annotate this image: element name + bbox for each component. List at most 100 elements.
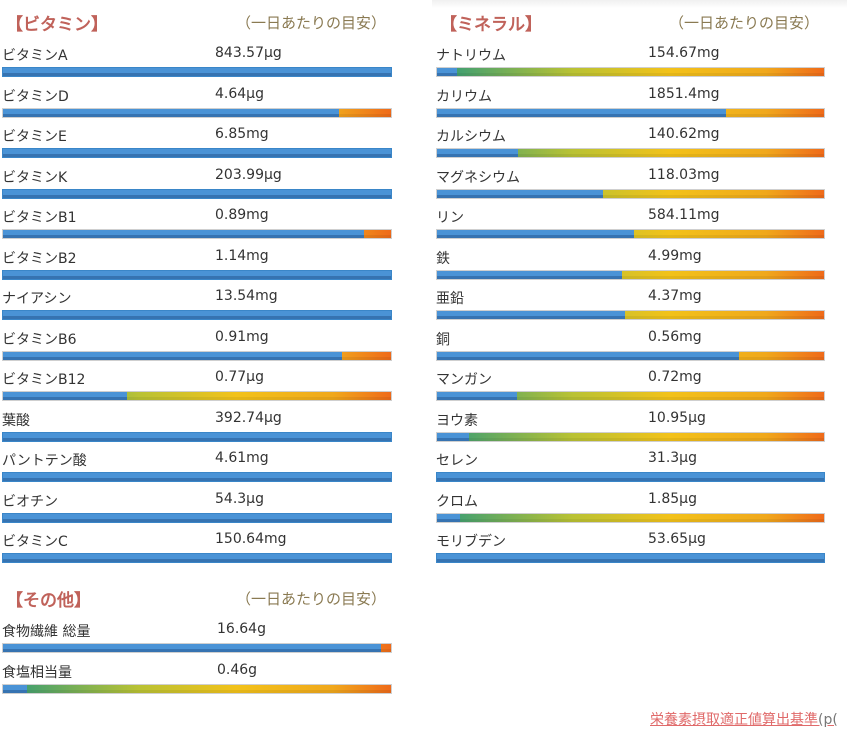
nutrient-name: モリブデン — [436, 534, 506, 550]
nutrient-name: セレン — [436, 453, 478, 469]
nutrient-row: ビタミンE 6.85mg — [0, 117, 394, 158]
nutrient-value: 0.56mg — [648, 328, 702, 345]
nutrient-progress-bar — [2, 310, 392, 320]
nutrient-value: 53.65μg — [648, 531, 706, 547]
nutrient-progress-fill — [437, 108, 726, 117]
nutrient-value: 584.11mg — [648, 207, 720, 223]
nutrient-name: ナイアシン — [2, 291, 72, 307]
nutrient-progress-bar — [2, 391, 392, 401]
nutrient-name: ビオチン — [2, 493, 58, 510]
nutrient-progress-bar — [436, 553, 825, 563]
nutrient-row: ビタミンB1 0.89mg — [0, 198, 394, 239]
nutrient-progress-fill — [437, 311, 626, 319]
nutrient-progress-bar — [436, 391, 825, 401]
nutrient-value: 4.99mg — [648, 247, 702, 264]
nutrient-value: 10.95μg — [648, 409, 706, 426]
nutrient-row: ビタミンC 150.64mg — [0, 522, 394, 563]
nutrient-value: 150.64mg — [215, 531, 287, 547]
nutrient-name: ビタミンA — [2, 48, 68, 64]
minerals-section: 【ミネラル】 （一日あたりの目安） ナトリウム 154.67mg カリウム 1851.… — [434, 0, 827, 563]
nutrient-progress-fill — [3, 554, 391, 562]
nutrient-progress-fill — [3, 684, 28, 693]
nutrient-name: ヨウ素 — [436, 412, 478, 429]
nutrient-progress-fill — [437, 68, 458, 76]
nutrient-row: パントテン酸 4.61mg — [0, 441, 394, 482]
vitamins-title: 【ビタミン】 — [6, 15, 108, 35]
nutrient-progress-fill — [437, 230, 635, 238]
nutrient-value: 0.89mg — [215, 207, 269, 223]
nutrient-progress-fill — [3, 513, 391, 522]
nutrient-progress-bar — [2, 643, 392, 653]
nutrient-value: 4.64μg — [215, 85, 264, 102]
top-fade — [432, 0, 847, 8]
nutrient-name: 食物繊維 総量 — [2, 624, 91, 640]
nutrient-progress-bar — [2, 472, 392, 482]
nutrient-value: 16.64g — [217, 621, 266, 637]
nutrient-value: 54.3μg — [215, 490, 264, 507]
nutrient-name: ビタミンE — [2, 129, 67, 145]
nutrient-progress-fill — [437, 189, 604, 198]
nutrient-progress-bar — [2, 431, 392, 442]
nutrient-value: 13.54mg — [215, 288, 278, 304]
others-section: 【その他】 （一日あたりの目安） 食物繊維 総量 16.64g 食塩相当量 0.46g — [0, 576, 394, 694]
nutrient-progress-bar — [436, 310, 825, 320]
nutrient-row: ビタミンD 4.64μg — [0, 77, 394, 118]
nutrient-progress-fill — [3, 149, 391, 157]
nutrient-name: ビタミンD — [2, 88, 69, 105]
vitamins-header: 【ビタミン】 （一日あたりの目安） — [0, 0, 394, 36]
nutrient-progress-bar — [2, 553, 392, 563]
nutrient-row: ヨウ素 10.95μg — [434, 401, 827, 442]
nutrient-row: 食塩相当量 0.46g — [0, 653, 394, 694]
nutrient-progress-fill — [437, 554, 824, 562]
others-title: 【その他】 — [6, 591, 91, 611]
nutrient-name: ナトリウム — [436, 48, 506, 64]
nutrient-name: マンガン — [436, 372, 492, 388]
nutrient-name: ビタミンB2 — [2, 250, 77, 267]
nutrient-name: ビタミンC — [2, 534, 68, 550]
nutrient-progress-fill — [437, 432, 469, 441]
nutrient-progress-bar — [2, 107, 392, 118]
nutrient-value: 0.46g — [217, 661, 258, 678]
nutrient-progress-fill — [3, 351, 343, 360]
nutrient-progress-bar — [2, 148, 392, 158]
criteria-link[interactable]: 栄養素摂取適正値算出基準(p( — [650, 709, 838, 729]
nutrient-progress-fill — [3, 189, 391, 198]
others-list: 食物繊維 総量 16.64g 食塩相当量 0.46g — [0, 612, 394, 694]
nutrient-name: パントテン酸 — [2, 453, 87, 469]
nutrient-progress-bar — [2, 67, 392, 77]
nutrient-progress-fill — [437, 473, 824, 481]
nutrient-progress-fill — [3, 644, 382, 652]
nutrient-row: カルシウム 140.62mg — [434, 117, 827, 158]
nutrient-progress-fill — [3, 68, 391, 76]
nutrient-progress-bar — [436, 431, 825, 442]
criteria-link-tail: (p( — [818, 712, 838, 728]
nutrient-value: 203.99μg — [215, 166, 282, 183]
nutrient-row: セレン 31.3μg — [434, 441, 827, 482]
nutrient-progress-fill — [3, 108, 339, 117]
vitamins-section: 【ビタミン】 （一日あたりの目安） ビタミンA 843.57μg ビタミンD 4.64… — [0, 0, 394, 563]
nutrient-name: ビタミンB6 — [2, 331, 77, 348]
nutrient-row: ビタミンB2 1.14mg — [0, 239, 394, 280]
nutrient-name: ビタミンB12 — [2, 372, 86, 388]
nutrient-row: ビタミンK 203.99μg — [0, 158, 394, 199]
nutrient-name: リン — [436, 210, 464, 226]
nutrient-progress-fill — [437, 513, 461, 522]
nutrient-name: 銅 — [436, 331, 450, 348]
minerals-list: ナトリウム 154.67mg カリウム 1851.4mg カルシウム 140.62mg マグ… — [434, 36, 827, 563]
criteria-link-text[interactable]: 栄養素摂取適正値算出基準 — [650, 712, 818, 728]
nutrient-row: ビタミンB12 0.77μg — [0, 360, 394, 401]
nutrient-progress-bar — [2, 229, 392, 239]
nutrient-row: ビタミンA 843.57μg — [0, 36, 394, 77]
nutrient-progress-bar — [436, 350, 825, 361]
nutrient-value: 1.14mg — [215, 247, 269, 264]
nutrient-name: 亜鉛 — [436, 291, 464, 307]
minerals-title: 【ミネラル】 — [440, 15, 542, 35]
nutrient-progress-fill — [3, 473, 391, 481]
nutrient-value: 154.67mg — [648, 45, 720, 61]
nutrient-progress-bar — [2, 188, 392, 199]
nutrient-progress-bar — [436, 229, 825, 239]
nutrient-progress-fill — [3, 311, 391, 319]
vitamins-list: ビタミンA 843.57μg ビタミンD 4.64μg ビタミンE 6.85mg ビタミンK… — [0, 36, 394, 563]
others-note: （一日あたりの目安） — [235, 590, 386, 608]
nutrient-progress-bar — [436, 67, 825, 77]
